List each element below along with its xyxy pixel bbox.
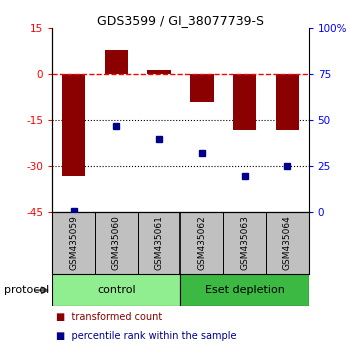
Text: Eset depletion: Eset depletion: [205, 285, 284, 295]
Bar: [62, 74, 86, 176]
Text: GSM435064: GSM435064: [283, 216, 292, 270]
Title: GDS3599 / GI_38077739-S: GDS3599 / GI_38077739-S: [97, 14, 264, 27]
Text: GSM435062: GSM435062: [197, 216, 206, 270]
Text: ■  transformed count: ■ transformed count: [56, 312, 162, 321]
Text: GSM435060: GSM435060: [112, 216, 121, 270]
Text: GSM435061: GSM435061: [155, 216, 164, 270]
Bar: [105, 50, 128, 74]
Text: GSM435063: GSM435063: [240, 216, 249, 270]
Bar: [180, 274, 309, 306]
Text: control: control: [97, 285, 136, 295]
Text: protocol: protocol: [4, 285, 49, 295]
Text: GSM435059: GSM435059: [69, 216, 78, 270]
Bar: [52, 274, 180, 306]
Bar: [275, 74, 299, 130]
Bar: [233, 74, 256, 130]
Bar: [190, 74, 214, 102]
Text: ■  percentile rank within the sample: ■ percentile rank within the sample: [56, 331, 236, 341]
Bar: [147, 70, 171, 74]
